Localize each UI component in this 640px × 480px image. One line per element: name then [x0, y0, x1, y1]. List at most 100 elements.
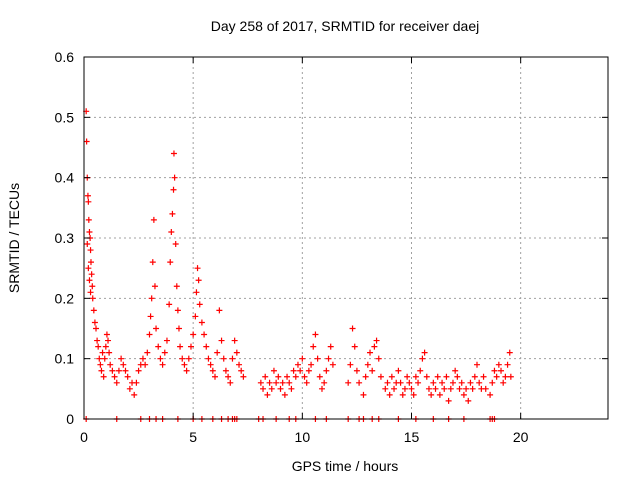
- data-point: [173, 283, 180, 290]
- data-point: [190, 331, 197, 338]
- data-point: [238, 367, 245, 374]
- data-point: [375, 355, 382, 362]
- data-point: [99, 349, 106, 356]
- data-point: [454, 373, 461, 380]
- data-point: [401, 385, 408, 392]
- data-point: [212, 373, 218, 380]
- data-point: [122, 367, 129, 374]
- data-point: [209, 367, 216, 374]
- data-point: [196, 301, 203, 308]
- data-point: [310, 343, 317, 350]
- data-point: [327, 343, 334, 350]
- data-point: [113, 379, 120, 386]
- x-tick-label: 20: [513, 429, 529, 445]
- data-point: [94, 337, 101, 344]
- data-layer: [83, 108, 514, 422]
- data-point: [404, 373, 411, 380]
- data-point: [489, 379, 496, 386]
- data-point: [391, 385, 398, 392]
- y-tick-label: 0.2: [55, 290, 75, 306]
- data-point: [98, 367, 105, 374]
- tick-layer: 0 0.1 0.2 0.3 0.4 0.5 0.6 0 5 10 15 20: [55, 49, 608, 445]
- data-point: [465, 397, 472, 404]
- data-point: [482, 385, 489, 392]
- data-point: [170, 150, 177, 157]
- data-point: [201, 331, 208, 338]
- data-point: [460, 391, 467, 398]
- data-point: [207, 361, 214, 368]
- data-point: [452, 367, 459, 374]
- data-point: [205, 355, 212, 362]
- data-point: [262, 373, 269, 380]
- data-point: [167, 259, 174, 266]
- data-point: [229, 355, 236, 362]
- data-point: [163, 337, 170, 344]
- data-point: [214, 349, 221, 356]
- data-point: [430, 379, 437, 386]
- data-point: [153, 325, 160, 332]
- data-point: [222, 367, 229, 374]
- data-point: [467, 379, 474, 386]
- data-point: [386, 391, 393, 398]
- data-point: [275, 373, 282, 380]
- data-point: [185, 355, 192, 362]
- data-point: [308, 361, 315, 368]
- data-point: [290, 367, 297, 374]
- data-point: [456, 385, 463, 392]
- data-point: [449, 379, 456, 386]
- data-point: [146, 331, 153, 338]
- data-point: [318, 385, 325, 392]
- data-point: [157, 355, 164, 362]
- data-point: [166, 301, 173, 308]
- data-point: [305, 367, 312, 374]
- data-point: [419, 355, 426, 362]
- data-point: [412, 373, 419, 380]
- data-point: [89, 295, 96, 302]
- data-point: [85, 265, 92, 272]
- data-point: [170, 186, 177, 193]
- data-point: [102, 343, 109, 350]
- data-point: [316, 373, 323, 380]
- data-point: [502, 373, 509, 380]
- data-point: [161, 349, 168, 356]
- data-point: [183, 367, 190, 374]
- x-tick-label: 15: [404, 429, 420, 445]
- data-point: [177, 343, 184, 350]
- data-point: [480, 373, 487, 380]
- data-point: [281, 391, 288, 398]
- data-point: [491, 367, 498, 374]
- data-point: [299, 355, 306, 362]
- y-axis-label: SRMTID / TECUs: [6, 183, 22, 293]
- data-point: [292, 373, 299, 380]
- data-point: [115, 367, 122, 374]
- data-point: [171, 174, 178, 181]
- data-point: [187, 343, 194, 350]
- data-point: [397, 379, 404, 386]
- data-point: [432, 385, 439, 392]
- data-point: [86, 277, 93, 284]
- data-point: [100, 373, 107, 380]
- y-tick-label: 0.1: [55, 351, 75, 367]
- data-point: [425, 385, 432, 392]
- data-point: [194, 265, 201, 272]
- data-point: [227, 379, 234, 386]
- data-point: [95, 343, 102, 350]
- data-point: [216, 307, 223, 314]
- data-point: [423, 373, 430, 380]
- data-point: [314, 355, 321, 362]
- data-point: [445, 397, 452, 404]
- data-point: [415, 379, 422, 386]
- data-point: [303, 379, 310, 386]
- data-point: [88, 271, 95, 278]
- data-point: [151, 283, 158, 290]
- data-point: [493, 373, 500, 380]
- data-point: [175, 325, 182, 332]
- data-point: [101, 355, 108, 362]
- data-point: [87, 289, 94, 296]
- data-point: [85, 216, 92, 223]
- data-point: [240, 373, 247, 380]
- data-point: [148, 295, 155, 302]
- data-point: [126, 385, 133, 392]
- x-tick-label: 10: [295, 429, 311, 445]
